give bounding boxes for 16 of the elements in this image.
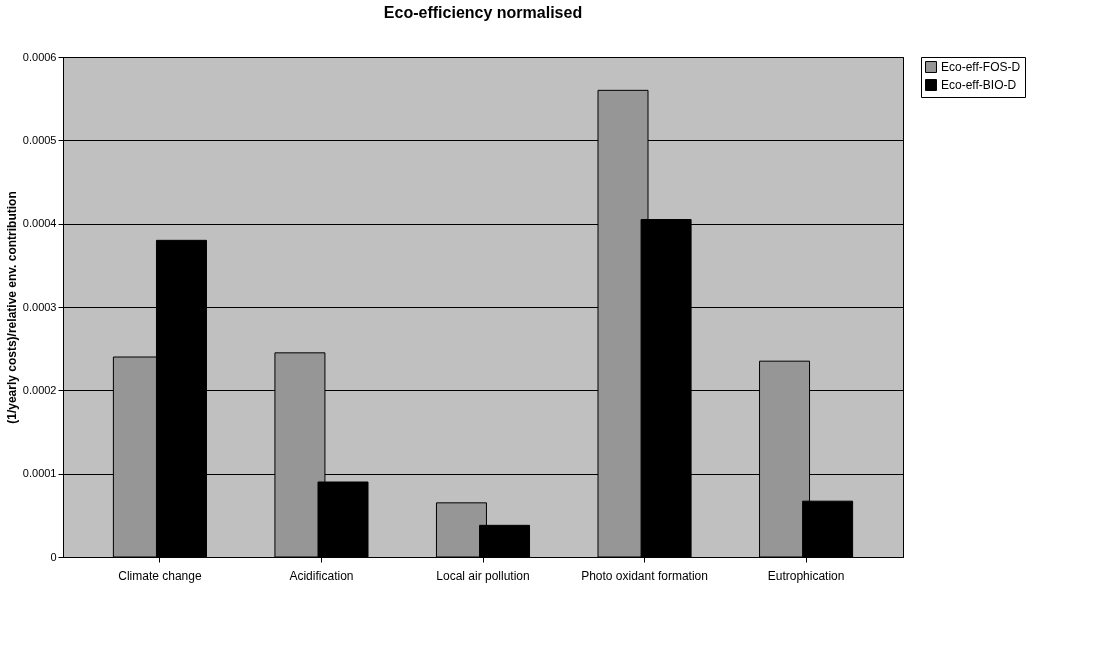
x-tick-label: Eutrophication: [767, 568, 845, 583]
x-tick-label: Climate change: [118, 568, 202, 583]
y-axis-title: (1/yearly costs)/relative env. contribution: [4, 191, 19, 424]
y-tick-label: 0.0004: [22, 217, 57, 230]
x-tick-label: Acidification: [289, 568, 354, 583]
legend-label: Eco-eff-FOS-D: [941, 60, 1021, 74]
chart-title: Eco-efficiency normalised: [383, 4, 583, 21]
x-tick-label: Photo oxidant formation: [581, 568, 708, 583]
y-tick-label: 0.0002: [22, 383, 57, 396]
x-tick-label: Local air pollution: [436, 568, 530, 583]
y-tick-label: 0: [50, 550, 57, 563]
y-tick-label: 0.0003: [22, 300, 57, 313]
legend-label: Eco-eff-BIO-D: [941, 78, 1017, 92]
y-tick-label: 0.0006: [22, 50, 57, 63]
y-tick-label: 0.0001: [22, 467, 57, 480]
y-tick-label: 0.0005: [22, 133, 57, 146]
